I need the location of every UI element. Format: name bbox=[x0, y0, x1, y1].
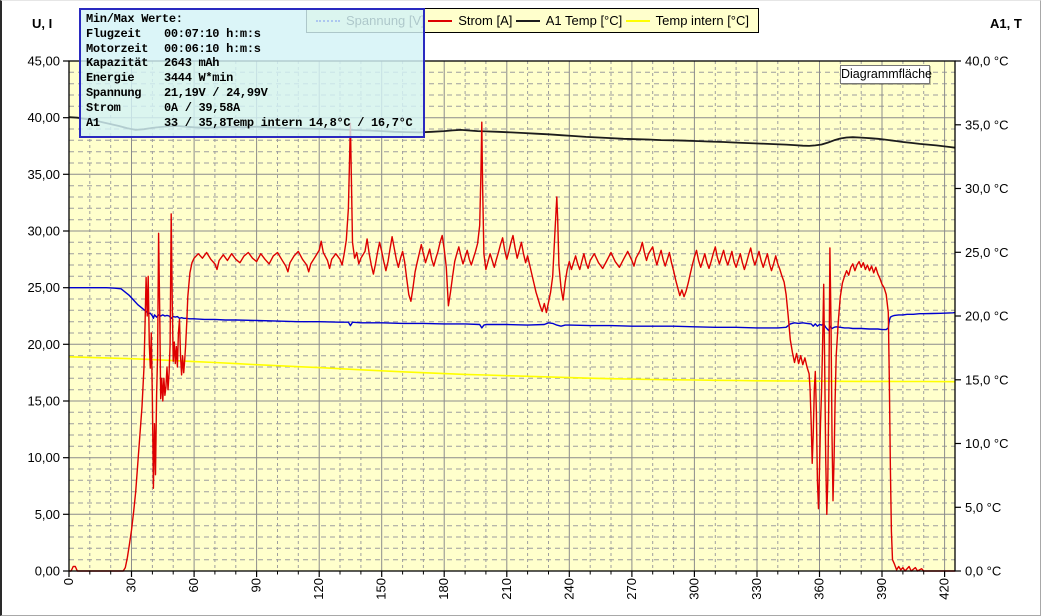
svg-text:0: 0 bbox=[61, 578, 76, 585]
legend-label: Temp intern [°C] bbox=[655, 13, 749, 28]
legend-label: Strom [A] bbox=[458, 13, 513, 28]
svg-text:90: 90 bbox=[249, 578, 264, 592]
svg-text:10,00: 10,00 bbox=[27, 450, 60, 465]
svg-text:150: 150 bbox=[374, 578, 389, 600]
svg-text:360: 360 bbox=[812, 578, 827, 600]
svg-text:5,0 °C: 5,0 °C bbox=[965, 500, 1001, 515]
legend-label: A1 Temp [°C] bbox=[545, 13, 623, 28]
svg-text:420: 420 bbox=[937, 578, 952, 600]
svg-text:30: 30 bbox=[124, 578, 139, 592]
info-row-kapazitaet: Kapazität 2643 mAh bbox=[86, 56, 220, 71]
info-row-motorzeit: Motorzeit 00:06:10 h:m:s bbox=[86, 41, 261, 56]
info-row-flugzeit: Flugzeit 00:07:10 h:m:s bbox=[86, 26, 261, 41]
svg-text:25,00: 25,00 bbox=[27, 280, 60, 295]
legend-item-a1-temp: A1 Temp [°C] bbox=[515, 13, 623, 28]
svg-text:210: 210 bbox=[499, 578, 514, 600]
svg-text:40,00: 40,00 bbox=[27, 110, 60, 125]
svg-text:300: 300 bbox=[686, 578, 701, 600]
info-row-a1: A1 33 / 35,8Temp intern 14,8°C / 16,7°C bbox=[86, 115, 413, 130]
svg-text:45,00: 45,00 bbox=[27, 54, 60, 69]
diagrammflaeche-tooltip: Diagrammfläche bbox=[840, 65, 932, 84]
svg-text:270: 270 bbox=[624, 578, 639, 600]
svg-text:20,0 °C: 20,0 °C bbox=[965, 309, 1009, 324]
svg-text:30,0 °C: 30,0 °C bbox=[965, 181, 1009, 196]
svg-text:40,0 °C: 40,0 °C bbox=[965, 54, 1009, 69]
svg-text:15,0 °C: 15,0 °C bbox=[965, 372, 1009, 387]
info-row-energie: Energie 3444 W*min bbox=[86, 71, 234, 86]
svg-text:60: 60 bbox=[186, 578, 201, 592]
svg-text:0,0 °C: 0,0 °C bbox=[965, 564, 1001, 579]
info-row-spannung: Spannung 21,19V / 24,99V bbox=[86, 85, 268, 100]
info-title: Min/Max Werte: bbox=[86, 12, 183, 26]
svg-text:240: 240 bbox=[561, 578, 576, 600]
temp-intern-line-swatch-icon bbox=[625, 19, 650, 22]
svg-text:20,00: 20,00 bbox=[27, 337, 60, 352]
svg-text:330: 330 bbox=[749, 578, 764, 600]
svg-text:30,00: 30,00 bbox=[27, 224, 60, 239]
svg-text:10,0 °C: 10,0 °C bbox=[965, 436, 1009, 451]
left-axis-title: U, I bbox=[32, 16, 53, 31]
svg-text:35,00: 35,00 bbox=[27, 167, 60, 182]
info-row-strom: Strom 0A / 39,58A bbox=[86, 100, 240, 115]
strom-line-swatch-icon bbox=[428, 19, 453, 22]
a1-temp-line-swatch-icon bbox=[515, 19, 540, 22]
right-axis-title: A1, T bbox=[990, 16, 1022, 31]
svg-text:390: 390 bbox=[874, 578, 889, 600]
svg-text:15,00: 15,00 bbox=[27, 394, 60, 409]
svg-text:5,00: 5,00 bbox=[35, 507, 60, 522]
svg-text:120: 120 bbox=[311, 578, 326, 600]
minmax-info-box: Min/Max Werte: Flugzeit 00:07:10 h:m:s Mo… bbox=[79, 8, 425, 138]
svg-text:35,0 °C: 35,0 °C bbox=[965, 117, 1009, 132]
svg-text:25,0 °C: 25,0 °C bbox=[965, 245, 1009, 260]
svg-text:0,00: 0,00 bbox=[35, 564, 60, 579]
legend-item-temp-intern: Temp intern [°C] bbox=[625, 13, 749, 28]
svg-text:180: 180 bbox=[436, 578, 451, 600]
legend-item-strom: Strom [A] bbox=[428, 13, 512, 28]
